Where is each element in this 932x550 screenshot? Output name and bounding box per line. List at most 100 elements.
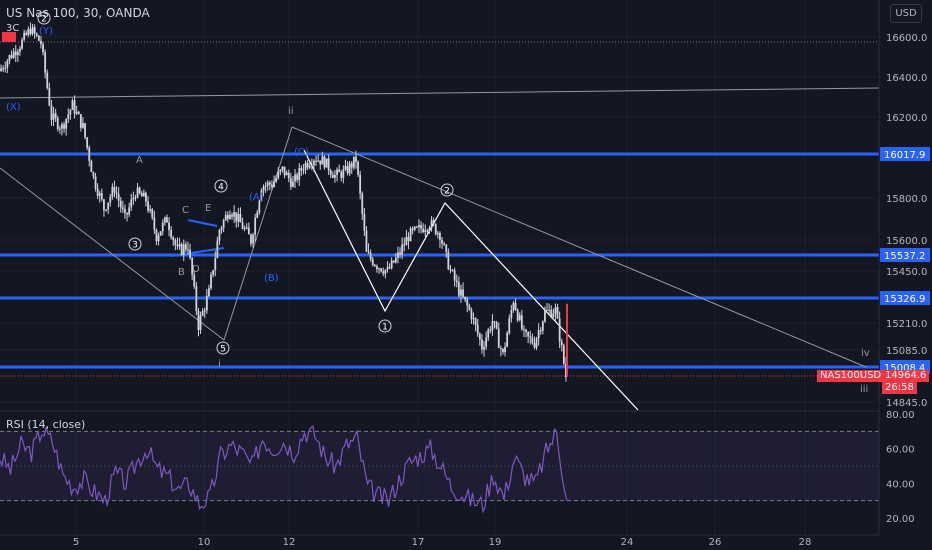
candle-body — [355, 156, 357, 162]
candle-body — [77, 111, 80, 115]
candle-body — [58, 128, 61, 130]
candle-body — [287, 172, 290, 179]
candle-body — [430, 220, 433, 228]
candle-body — [12, 51, 15, 58]
candle-body — [4, 67, 7, 69]
candle-body — [119, 200, 122, 208]
candle-body — [319, 160, 322, 165]
candle-body — [111, 187, 114, 197]
candle-body — [52, 113, 55, 120]
candle-body — [243, 228, 246, 230]
candle-body — [33, 27, 36, 34]
candle-body — [115, 192, 118, 194]
candle-body — [292, 181, 294, 187]
candle-body — [502, 348, 504, 353]
y-tick-label: 15450.0 — [886, 267, 927, 278]
candle-body — [201, 310, 204, 316]
candle-body — [16, 51, 19, 56]
candle-body — [94, 176, 97, 189]
candle-body — [457, 282, 460, 296]
candle-body — [361, 193, 364, 215]
wave-label: D — [192, 264, 200, 275]
candle-body — [210, 274, 212, 289]
candle-body — [69, 109, 72, 115]
candle-body — [67, 114, 70, 119]
candle-body — [208, 288, 210, 297]
candle-body — [48, 87, 51, 106]
level-label: 15537.2 — [884, 251, 925, 262]
candle-body — [199, 315, 202, 331]
candle-body — [357, 161, 359, 175]
candle-body — [531, 337, 534, 344]
candle-body — [132, 197, 135, 200]
candle-body — [275, 178, 278, 182]
candle-body — [493, 321, 496, 323]
circled-wave-marker — [440, 183, 454, 197]
candle-body — [155, 229, 158, 242]
candle-body — [348, 163, 351, 174]
candle-body — [451, 270, 454, 272]
wave-label: C — [182, 205, 189, 216]
candle-body — [558, 318, 561, 342]
candle-body — [346, 166, 349, 174]
candle-body — [172, 237, 175, 240]
candle-body — [376, 266, 378, 270]
candle-body — [166, 217, 168, 223]
candle-body — [308, 165, 311, 168]
candle-body — [258, 200, 261, 213]
candle-body — [397, 252, 399, 258]
candle-body — [340, 172, 343, 178]
y-tick-label: 15800.0 — [886, 194, 927, 205]
candle-body — [317, 160, 320, 162]
candle-body — [289, 178, 292, 187]
candle-body — [103, 199, 105, 211]
wave-label: i — [218, 359, 221, 370]
candle-body — [323, 156, 326, 168]
candle-body — [378, 268, 380, 270]
candle-body — [409, 228, 412, 242]
x-tick-label: 24 — [621, 537, 634, 548]
candle-body — [84, 123, 86, 138]
wave-label: (C) — [294, 147, 309, 158]
candle-body — [418, 225, 420, 227]
candle-body — [359, 174, 362, 194]
candle-body — [518, 315, 521, 321]
candle-body — [92, 172, 95, 177]
currency-button[interactable]: USD — [890, 4, 922, 23]
candle-body — [413, 226, 416, 230]
candle-body — [499, 347, 502, 349]
candle-body — [399, 252, 401, 255]
axis-background — [879, 0, 932, 550]
candle-body — [382, 271, 385, 274]
candle-body — [470, 309, 473, 320]
candle-body — [205, 296, 208, 311]
candle-body — [310, 165, 313, 167]
candle-body — [0, 68, 2, 71]
candle-body — [342, 169, 345, 178]
candle-body — [189, 249, 191, 258]
level-tag — [880, 147, 930, 161]
candle-body — [367, 251, 370, 254]
candle-body — [37, 35, 40, 41]
candle-body — [352, 156, 355, 168]
candle-body — [525, 329, 527, 332]
candle-body — [56, 118, 59, 129]
y-tick-label: 16600.0 — [886, 33, 927, 44]
candle-body — [535, 338, 538, 348]
candle-body — [394, 257, 397, 263]
candle-body — [170, 229, 173, 238]
circled-wave-label: 1 — [382, 323, 388, 333]
wave-label: B — [178, 267, 185, 278]
candle-body — [329, 170, 332, 175]
candle-body — [2, 68, 5, 70]
candle-body — [506, 333, 509, 347]
candle-body — [338, 169, 341, 173]
candle-body — [510, 310, 513, 319]
candle-body — [216, 240, 219, 259]
candle-body — [224, 214, 227, 221]
candle-body — [407, 236, 410, 242]
candle-body — [285, 172, 288, 176]
candle-body — [75, 111, 78, 114]
candle-body — [380, 268, 383, 272]
